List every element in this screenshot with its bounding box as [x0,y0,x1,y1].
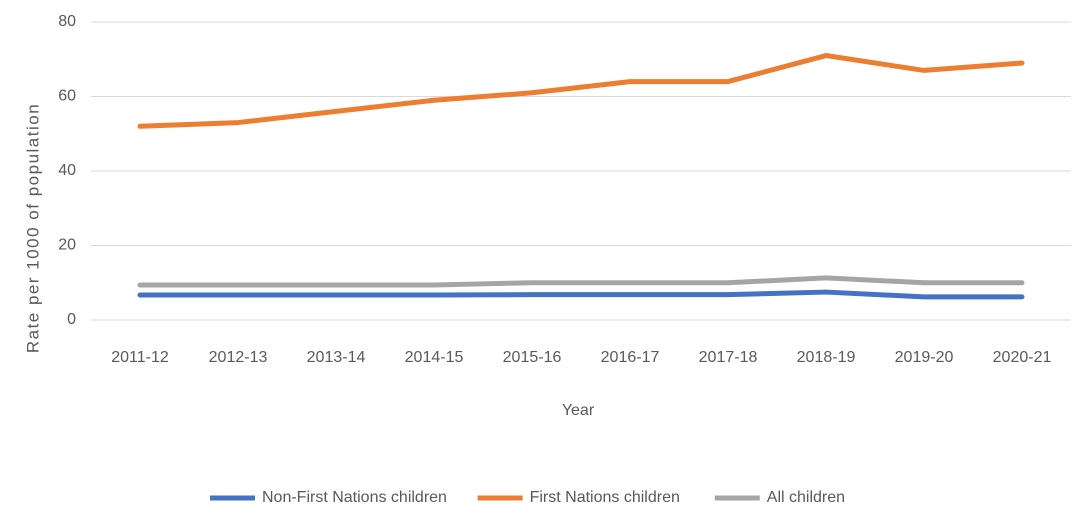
legend-label: Non-First Nations children [262,489,447,506]
series-line [137,53,1025,129]
x-tick-label: 2013-14 [307,349,366,366]
x-tick-label: 2019-20 [895,349,954,366]
y-tick-label: 80 [58,13,76,30]
y-tick-label: 60 [58,88,76,105]
x-tick-label: 2018-19 [797,349,856,366]
series-line [137,275,1025,288]
x-tick-label: 2020-21 [993,349,1052,366]
x-axis-label: Year [562,402,595,419]
series-line [137,289,1025,300]
y-tick-label: 20 [58,237,76,254]
x-tick-label: 2014-15 [405,349,464,366]
y-axis-label: Rate per 1000 of population [23,103,42,353]
x-tick-label: 2016-17 [601,349,660,366]
x-tick-label: 2017-18 [699,349,758,366]
legend-label: First Nations children [530,489,680,506]
x-tick-label: 2015-16 [503,349,562,366]
legend-label: All children [767,489,845,506]
y-tick-label: 40 [58,162,76,179]
x-tick-label: 2012-13 [209,349,268,366]
x-tick-label: 2011-12 [111,349,169,366]
y-tick-label: 0 [67,311,76,328]
